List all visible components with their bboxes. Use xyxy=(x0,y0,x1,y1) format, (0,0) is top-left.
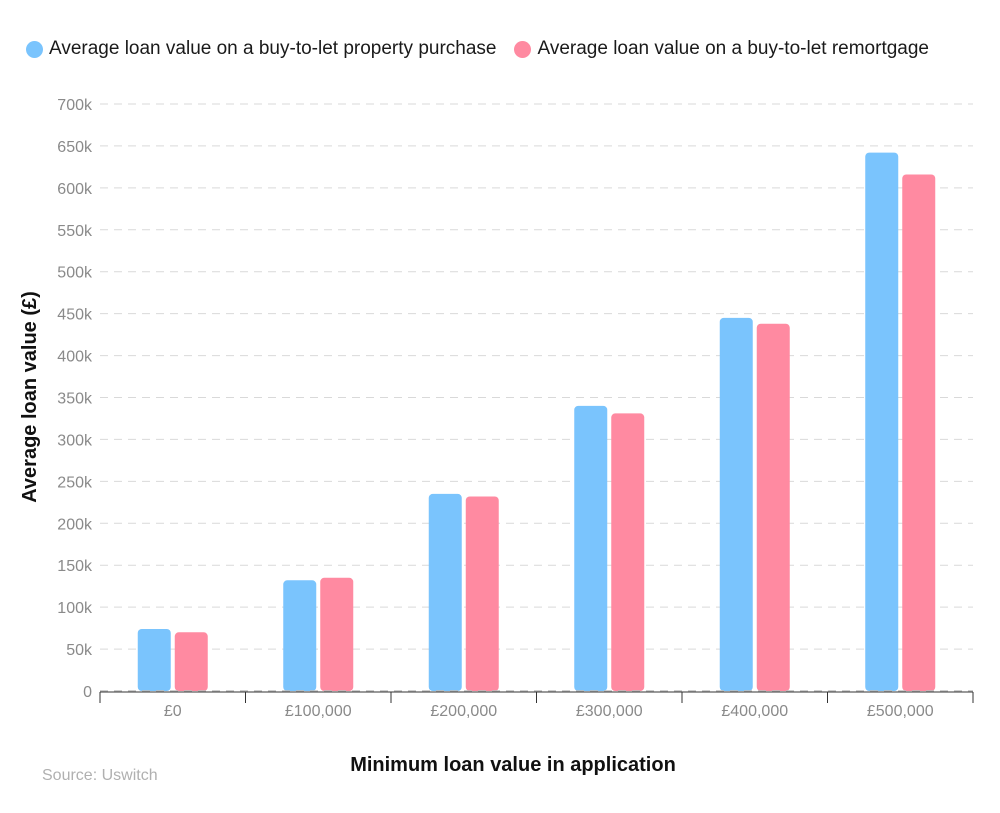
bar-purchase[interactable] xyxy=(719,317,753,691)
bar-remortgage[interactable] xyxy=(756,323,790,691)
x-axis: £0 £100,000 £200,000 £300,000 £400,000 £500,0… xyxy=(99,690,974,720)
x-axis-title: Minimum loan value in application xyxy=(350,754,676,776)
bar-remortgage[interactable] xyxy=(465,496,499,691)
y-tick-label: 50k xyxy=(66,642,93,659)
bar-purchase[interactable] xyxy=(428,493,462,691)
y-tick-label: 700k xyxy=(57,97,93,114)
x-tick-label: £200,000 xyxy=(430,703,497,720)
x-tick-label: £400,000 xyxy=(721,703,788,720)
x-tick-label: £0 xyxy=(164,703,182,720)
y-tick-label: 150k xyxy=(57,558,93,575)
bar-remortgage[interactable] xyxy=(611,413,645,691)
y-tick-label: 250k xyxy=(57,474,93,491)
bar-purchase[interactable] xyxy=(574,405,608,691)
bar-remortgage[interactable] xyxy=(902,174,936,691)
legend: Average loan value on a buy-to-let prope… xyxy=(26,38,947,60)
y-tick-label: 100k xyxy=(57,600,93,617)
bars xyxy=(137,152,936,691)
gridlines xyxy=(100,103,973,650)
y-tick-label: 550k xyxy=(57,223,93,240)
legend-item-remortgage[interactable]: Average loan value on a buy-to-let remor… xyxy=(514,38,929,60)
y-tick-label: 600k xyxy=(57,181,93,198)
x-tick-label: £100,000 xyxy=(285,703,352,720)
legend-item-purchase[interactable]: Average loan value on a buy-to-let prope… xyxy=(26,38,496,60)
bar-purchase[interactable] xyxy=(865,152,899,691)
y-tick-label: 200k xyxy=(57,516,93,533)
source-note: Source: Uswitch xyxy=(42,767,158,784)
y-tick-label: 650k xyxy=(57,139,93,156)
legend-dot-remortgage xyxy=(514,40,532,58)
legend-label-purchase: Average loan value on a buy-to-let prope… xyxy=(49,38,497,59)
y-tick-label: 300k xyxy=(57,432,93,449)
y-tick-label: 350k xyxy=(57,391,93,408)
legend-dot-purchase xyxy=(26,40,43,58)
y-tick-label: 500k xyxy=(57,265,93,282)
bar-purchase[interactable] xyxy=(137,628,171,691)
y-tick-label: 400k xyxy=(57,349,93,366)
y-tick-label: 450k xyxy=(57,307,93,324)
y-axis-ticks: 0 50k 100k 150k 200k 250k 300k 350k 400k 450k 500k… xyxy=(57,97,93,701)
legend-label-remortgage: Average loan value on a buy-to-let remor… xyxy=(537,38,929,59)
x-tick-label: £300,000 xyxy=(576,703,643,720)
bar-remortgage[interactable] xyxy=(320,577,354,691)
bar-purchase[interactable] xyxy=(283,580,317,691)
bar-remortgage[interactable] xyxy=(174,632,208,691)
y-tick-label: 0 xyxy=(83,684,92,701)
x-tick-label: £500,000 xyxy=(867,703,934,720)
y-axis-title: Average loan value (£) xyxy=(19,291,41,503)
